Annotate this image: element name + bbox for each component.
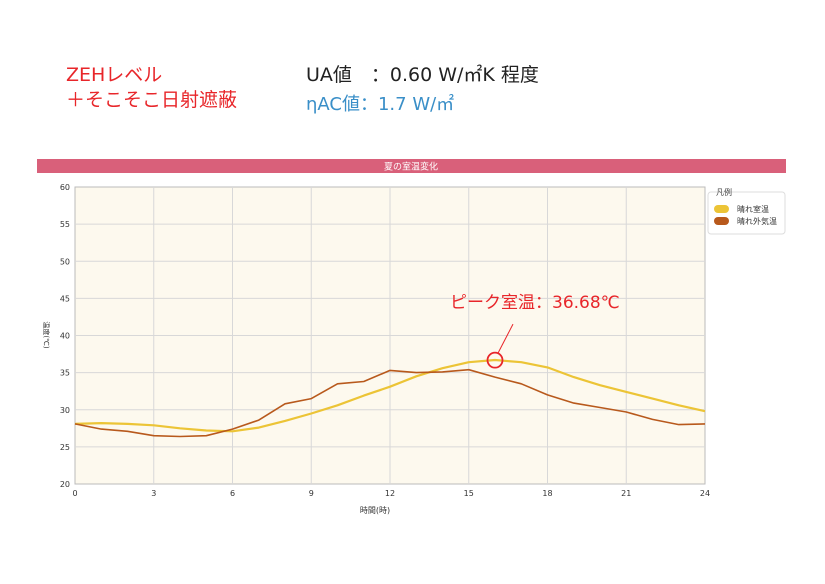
x-tick-label: 6 xyxy=(230,489,235,498)
peak-leader-line xyxy=(497,323,514,354)
x-tick-label: 0 xyxy=(72,489,77,498)
legend-swatch xyxy=(714,217,729,225)
spec-line-shading: ＋そこそこ日射遮蔽 xyxy=(66,89,238,111)
legend-title: 凡例 xyxy=(716,187,732,197)
y-tick-label: 30 xyxy=(60,406,70,415)
y-tick-label: 20 xyxy=(60,480,70,489)
ua-value-label: UA値 ：0.60 W/㎡K 程度 xyxy=(306,64,539,86)
x-tick-label: 9 xyxy=(309,489,314,498)
chart-title-bar xyxy=(37,159,786,173)
chart-title: 夏の室温変化 xyxy=(384,161,438,173)
y-tick-label: 25 xyxy=(60,443,70,452)
axis-ticks: 20 25 30 35 40 45 50 55 60 0 3 6 9 12 15 18 21 24 xyxy=(60,183,710,498)
x-tick-label: 15 xyxy=(464,489,474,498)
y-tick-label: 35 xyxy=(60,369,70,378)
y-tick-label: 50 xyxy=(60,257,70,266)
x-axis-label: 時間(時) xyxy=(360,506,390,515)
peak-annotation: ピーク室温：36.68℃ xyxy=(450,293,620,369)
peak-marker xyxy=(486,351,504,369)
y-axis-label: 温度(℃) xyxy=(42,321,51,349)
series-lines xyxy=(74,358,706,438)
legend-label: 晴れ室温 xyxy=(737,204,769,214)
legend-swatch xyxy=(714,205,729,213)
y-tick-label: 40 xyxy=(60,332,70,341)
x-tick-label: 21 xyxy=(621,489,631,498)
peak-annotation-label: ピーク室温：36.68℃ xyxy=(450,293,620,313)
x-tick-label: 18 xyxy=(542,489,552,498)
spec-line-zeh-level: ZEHレベル xyxy=(66,64,163,86)
x-tick-label: 12 xyxy=(385,489,395,498)
x-tick-label: 3 xyxy=(151,489,156,498)
legend-label: 晴れ外気温 xyxy=(737,216,777,226)
series-line-outdoor-temp xyxy=(74,368,706,438)
grid-lines xyxy=(75,187,705,484)
y-tick-label: 60 xyxy=(60,183,70,192)
y-tick-label: 45 xyxy=(60,294,70,303)
y-tick-label: 55 xyxy=(60,220,70,229)
eta-ac-value-label: ηAC値：1.7 W/㎡ xyxy=(306,94,455,115)
series-line-room-temp xyxy=(74,358,706,433)
x-tick-label: 24 xyxy=(700,489,710,498)
